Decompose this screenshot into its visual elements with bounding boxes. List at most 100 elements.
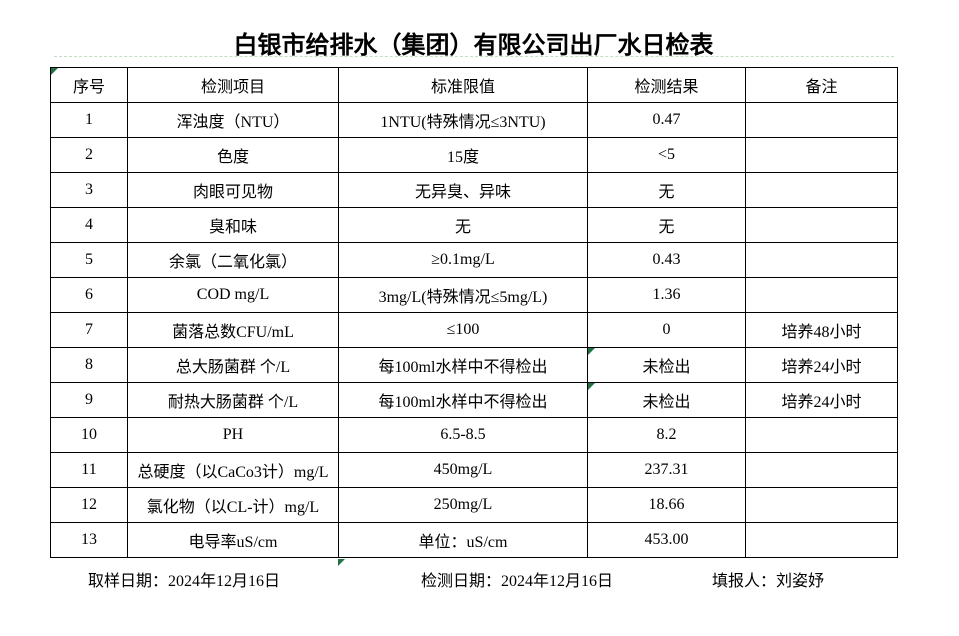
table-row: 13 电导率uS/cm 单位：uS/cm 453.00: [50, 522, 898, 558]
cell-note: 培养24小时: [745, 347, 898, 383]
cell-index: 3: [50, 172, 128, 208]
cell-index: 9: [50, 382, 128, 418]
cell-index: 7: [50, 312, 128, 348]
header-cell-result: 检测结果: [587, 67, 746, 103]
cell-index: 4: [50, 207, 128, 243]
cell-item: 余氯（二氧化氯）: [127, 242, 339, 278]
cell-item: 耐热大肠菌群 个/L: [127, 382, 339, 418]
error-indicator-icon: [588, 348, 595, 355]
cell-limit: 3mg/L(特殊情况≤5mg/L): [338, 277, 588, 313]
cell-result: 未检出: [587, 347, 746, 383]
cell-limit: 450mg/L: [338, 452, 588, 488]
cell-index: 1: [50, 102, 128, 138]
cell-item: COD mg/L: [127, 277, 339, 313]
cell-note: [745, 277, 898, 313]
table-row: 6 COD mg/L 3mg/L(特殊情况≤5mg/L) 1.36: [50, 277, 898, 313]
cell-index: 10: [50, 417, 128, 453]
cell-result: 237.31: [587, 452, 746, 488]
table-row: 5 余氯（二氧化氯） ≥0.1mg/L 0.43: [50, 242, 898, 278]
cell-limit: 1NTU(特殊情况≤3NTU): [338, 102, 588, 138]
table-row: 9 耐热大肠菌群 个/L 每100ml水样中不得检出 未检出 培养24小时: [50, 382, 898, 418]
table-body: 1 浑浊度（NTU） 1NTU(特殊情况≤3NTU) 0.47 2 色度 15度 <5 3 肉眼可…: [50, 102, 898, 558]
cell-index: 8: [50, 347, 128, 383]
cell-limit: 15度: [338, 137, 588, 173]
cell-note: [745, 242, 898, 278]
cell-limit: 无: [338, 207, 588, 243]
cell-result: 未检出: [587, 382, 746, 418]
cell-item: 浑浊度（NTU）: [127, 102, 339, 138]
cell-result: 无: [587, 207, 746, 243]
cell-limit: 250mg/L: [338, 487, 588, 523]
table-header-row: 序号 检测项目 标准限值 检测结果 备注: [50, 67, 898, 103]
table-row: 8 总大肠菌群 个/L 每100ml水样中不得检出 未检出 培养24小时: [50, 347, 898, 383]
cell-note: 培养24小时: [745, 382, 898, 418]
cell-result: 18.66: [587, 487, 746, 523]
cell-note: [745, 172, 898, 208]
cell-item: 臭和味: [127, 207, 339, 243]
header-label: 备注: [805, 79, 838, 96]
cell-item: 肉眼可见物: [127, 172, 339, 208]
cell-note: 培养48小时: [745, 312, 898, 348]
cell-limit: 每100ml水样中不得检出: [338, 382, 588, 418]
table-row: 3 肉眼可见物 无异臭、异味无: [50, 172, 898, 208]
error-indicator-icon: [588, 383, 595, 390]
table-row: 4 臭和味无无: [50, 207, 898, 243]
cell-result: 8.2: [587, 417, 746, 453]
cell-result: 1.36: [587, 277, 746, 313]
cell-limit: 6.5-8.5: [338, 417, 588, 453]
header-label: 序号: [72, 79, 105, 96]
header-label: 检测项目: [200, 79, 265, 96]
header-label: 标准限值: [430, 79, 495, 96]
header-label: 检测结果: [634, 79, 699, 96]
cell-index: 5: [50, 242, 128, 278]
cell-item: 电导率uS/cm: [127, 522, 339, 558]
cell-result: 0.47: [587, 102, 746, 138]
cell-note: [745, 487, 898, 523]
cell-index: 11: [50, 452, 128, 488]
cell-note: [745, 452, 898, 488]
page-title: 白银市给排水（集团）有限公司出厂水日检表: [233, 33, 714, 59]
cell-index: 2: [50, 137, 128, 173]
table-row: 11 总硬度（以CaCo3计）mg/L 450mg/L 237.31: [50, 452, 898, 488]
cell-item: PH: [127, 417, 339, 453]
cell-result: 0: [587, 312, 746, 348]
cell-item: 总硬度（以CaCo3计）mg/L: [127, 452, 339, 488]
inspection-table: 序号 检测项目 标准限值 检测结果 备注 1 浑浊度（NTU） 1NTU(特殊情况≤…: [50, 67, 898, 558]
reporter-label: 填报人：刘姿妤: [712, 573, 825, 590]
cell-item: 氯化物（以CL-计）mg/L: [127, 487, 339, 523]
table-row: 1 浑浊度（NTU） 1NTU(特殊情况≤3NTU) 0.47: [50, 102, 898, 138]
header-cell-limit: 标准限值: [338, 67, 588, 103]
cell-limit: 单位：uS/cm: [338, 522, 588, 558]
cell-index: 6: [50, 277, 128, 313]
cell-result: 0.43: [587, 242, 746, 278]
error-indicator-icon: [51, 68, 58, 75]
cell-limit: ≤100: [338, 312, 588, 348]
cell-item: 菌落总数CFU/mL: [127, 312, 339, 348]
cell-result: <5: [587, 137, 746, 173]
cell-limit: 无异臭、异味: [338, 172, 588, 208]
cell-note: [745, 207, 898, 243]
error-indicator-icon: [338, 559, 345, 566]
cell-result: 无: [587, 172, 746, 208]
header-cell-note: 备注: [745, 67, 898, 103]
cell-item: 色度: [127, 137, 339, 173]
cell-note: [745, 102, 898, 138]
cell-item: 总大肠菌群 个/L: [127, 347, 339, 383]
table-row: 7 菌落总数CFU/mL ≤100 0 培养48小时: [50, 312, 898, 348]
header-cell-index: 序号: [50, 67, 128, 103]
cell-limit: ≥0.1mg/L: [338, 242, 588, 278]
table-row: 10 PH 6.5-8.5 8.2: [50, 417, 898, 453]
print-area-dashed-line: [54, 56, 894, 57]
cell-index: 13: [50, 522, 128, 558]
sampling-date-label: 取样日期：2024年12月16日: [88, 573, 281, 590]
table-row: 2 色度 15度 <5: [50, 137, 898, 173]
cell-limit: 每100ml水样中不得检出: [338, 347, 588, 383]
cell-index: 12: [50, 487, 128, 523]
test-date-label: 检测日期：2024年12月16日: [421, 573, 614, 590]
header-cell-item: 检测项目: [127, 67, 339, 103]
cell-note: [745, 522, 898, 558]
cell-result: 453.00: [587, 522, 746, 558]
cell-note: [745, 137, 898, 173]
cell-note: [745, 417, 898, 453]
table-row: 12 氯化物（以CL-计）mg/L 250mg/L 18.66: [50, 487, 898, 523]
